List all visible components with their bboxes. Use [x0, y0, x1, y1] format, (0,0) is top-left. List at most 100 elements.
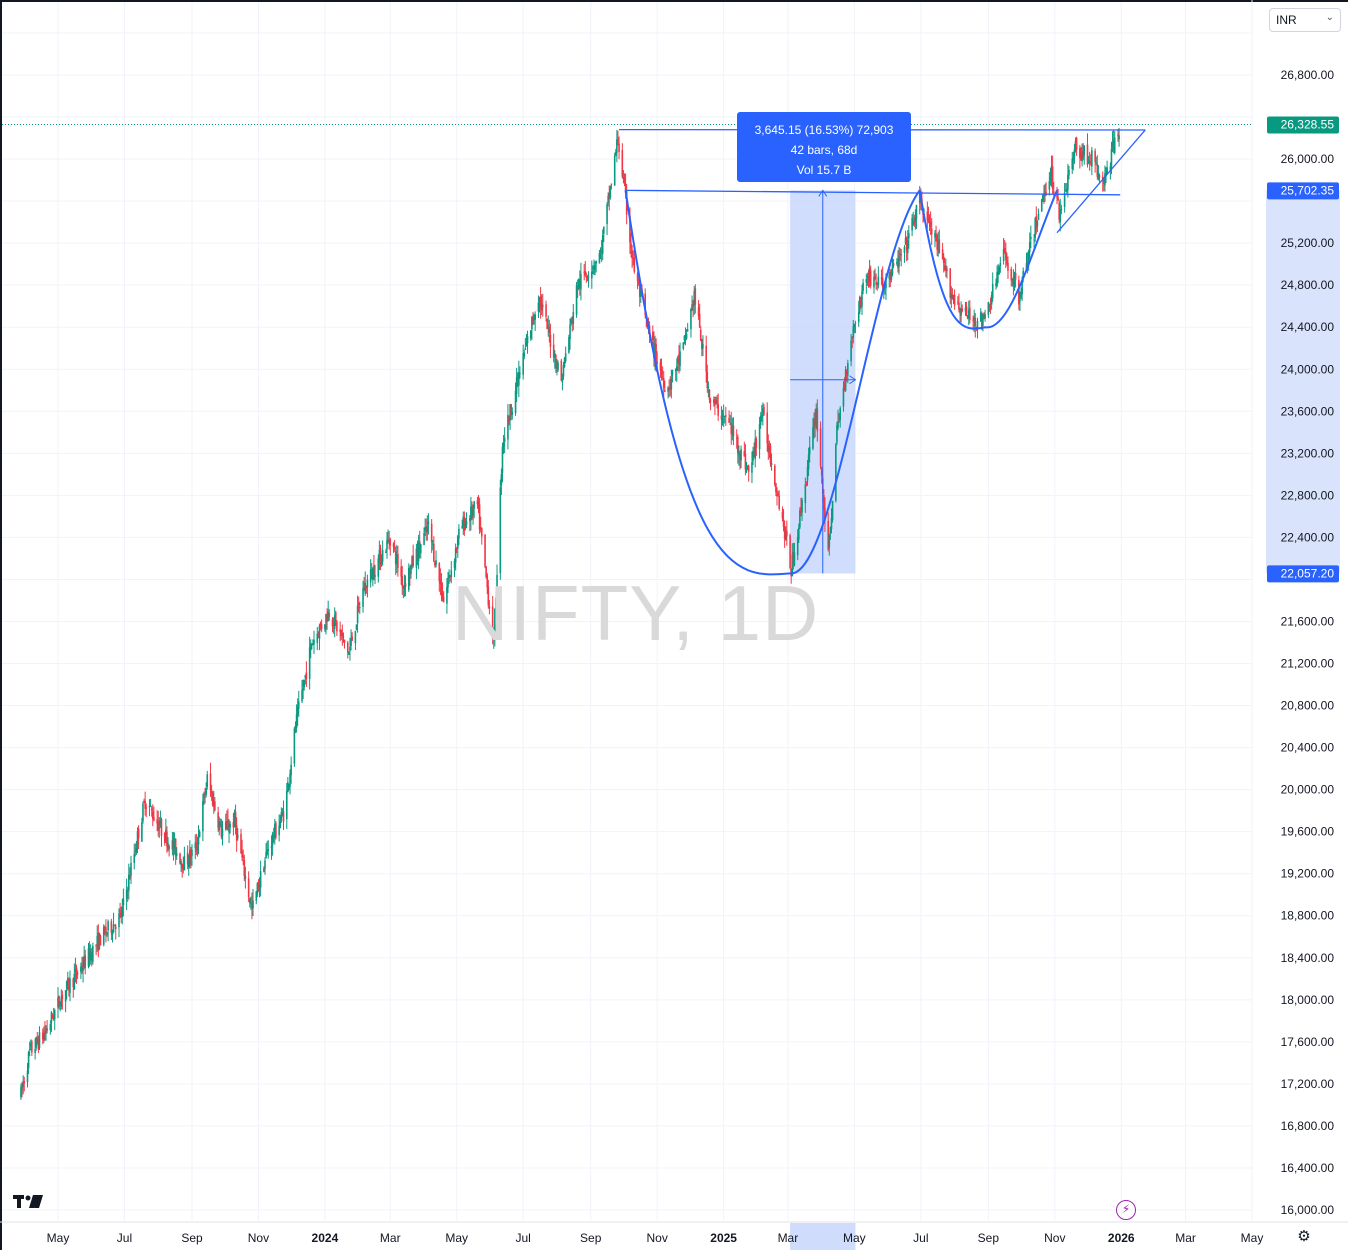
candle-body: [72, 978, 75, 988]
price-axis[interactable]: 16,000.00 16,400.00 16,800.00 17,200.00 17,6…: [1267, 68, 1339, 1217]
tradingview-logo-icon[interactable]: [13, 1192, 45, 1210]
candle-body: [1033, 239, 1035, 241]
candle-body: [957, 302, 959, 304]
candle-body: [918, 193, 921, 204]
candle-body: [206, 774, 209, 787]
candle-body: [664, 390, 666, 392]
candle-body: [454, 548, 457, 563]
candle-body: [470, 506, 472, 521]
candle-body: [693, 291, 696, 306]
candle-body: [252, 900, 254, 909]
candle-body: [701, 338, 703, 350]
handle-curve[interactable]: [918, 189, 1058, 330]
candle-body: [496, 574, 498, 597]
candle-body: [961, 308, 964, 312]
candle-body: [449, 575, 451, 577]
candle-body: [829, 527, 832, 534]
candle-body: [946, 269, 948, 272]
candle-body: [1010, 268, 1013, 281]
candle-body: [1106, 167, 1108, 175]
currency-select[interactable]: INR ⌄: [1269, 8, 1341, 32]
x-tick-label: Jul: [516, 1231, 531, 1245]
candle-body: [652, 332, 654, 341]
candle-body: [365, 585, 368, 589]
candle-body: [485, 566, 487, 578]
y-tick-label: 16,000.00: [1281, 1203, 1335, 1217]
candle-body: [1021, 279, 1023, 295]
candle-body: [113, 924, 116, 927]
candle-body: [579, 280, 581, 287]
candle-body: [203, 794, 205, 799]
candle-body: [366, 579, 369, 588]
candle-body: [462, 516, 465, 527]
candle-body: [591, 271, 593, 279]
candle-body: [1067, 174, 1069, 190]
candle-body: [801, 500, 803, 513]
candle-body: [377, 558, 380, 577]
candle-body: [1059, 209, 1062, 222]
candle-body: [860, 297, 862, 305]
candle-body: [265, 852, 267, 859]
candle-body: [191, 849, 193, 856]
candle-body: [636, 273, 639, 281]
x-tick-label: 2025: [710, 1231, 737, 1245]
time-axis-range-highlight: [790, 1223, 856, 1250]
candle-body: [509, 404, 511, 421]
candle-body: [553, 353, 556, 358]
candlestick-series: [20, 127, 1120, 1100]
candle-body: [707, 386, 710, 389]
candle-body: [1028, 241, 1031, 253]
currency-value: INR: [1276, 13, 1297, 27]
candle-body: [418, 541, 421, 550]
candle-body: [479, 527, 482, 530]
candle-body: [335, 612, 337, 622]
candle-body: [229, 823, 231, 828]
candle-body: [401, 576, 404, 587]
candle-body: [378, 550, 381, 560]
candle-body: [1048, 181, 1051, 190]
candle-body: [76, 973, 79, 975]
y-tick-label: 23,200.00: [1281, 446, 1335, 460]
time-axis[interactable]: May Jul Sep Nov 2024 Mar May Jul Sep Nov 2025 Mar Ma…: [47, 1231, 1264, 1245]
candle-body: [442, 596, 445, 603]
candle-body: [739, 455, 741, 460]
candle-body: [144, 801, 146, 809]
candle-body: [583, 271, 585, 273]
candle-body: [555, 354, 557, 369]
candle-body: [217, 812, 219, 828]
candle-body: [900, 254, 903, 256]
candle-body: [950, 293, 953, 299]
candle-body: [340, 629, 343, 636]
candle-body: [271, 833, 274, 846]
candle-body: [897, 260, 899, 268]
triangle-support-line[interactable]: [1056, 129, 1146, 234]
candle-body: [934, 232, 936, 238]
candle-body: [259, 871, 262, 888]
candle-body: [1051, 166, 1054, 189]
candle-body: [278, 825, 280, 836]
neckline-line[interactable]: [625, 189, 1121, 196]
candle-body: [1068, 170, 1070, 176]
candle-body: [580, 273, 582, 290]
candle-body: [297, 701, 300, 709]
candle-body: [53, 1010, 56, 1020]
candle-body: [982, 314, 984, 326]
candle-body: [906, 240, 909, 253]
candle-body: [500, 474, 503, 486]
candle-body: [638, 283, 641, 297]
lightning-bolt-icon[interactable]: ⚡: [1116, 1200, 1136, 1220]
gear-icon[interactable]: ⚙: [1297, 1228, 1311, 1245]
candle-body: [915, 205, 918, 220]
candle-body: [576, 286, 579, 291]
candle-body: [287, 782, 289, 793]
x-tick-label: 2026: [1108, 1231, 1135, 1245]
cup-curve[interactable]: [624, 189, 921, 576]
candle-body: [836, 425, 838, 443]
candle-body: [107, 921, 109, 931]
candle-body: [999, 262, 1002, 266]
candle-body: [244, 875, 247, 879]
measure-arrow-head-up: [818, 189, 828, 197]
candle-body: [1072, 157, 1075, 161]
